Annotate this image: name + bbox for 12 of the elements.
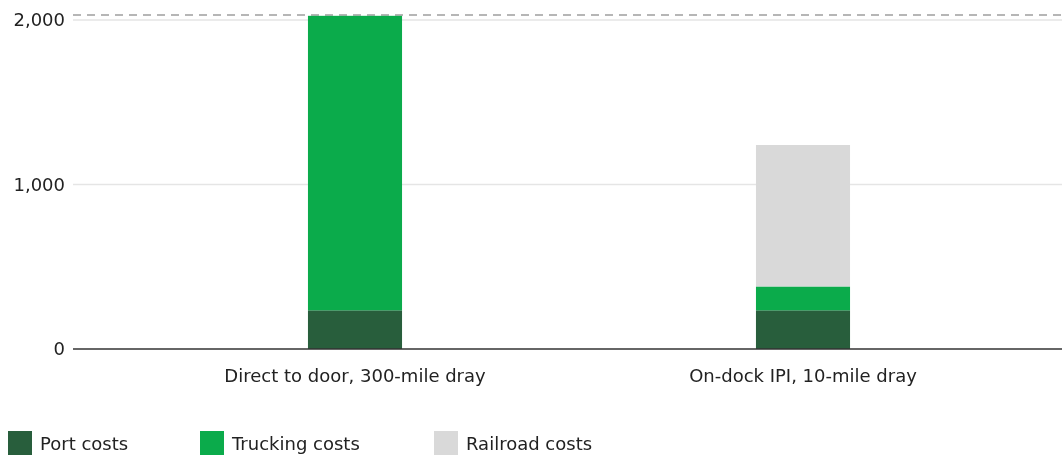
bar bbox=[307, 15, 403, 311]
legend-label: Port costs bbox=[40, 433, 129, 454]
y-tick-label: 1,000 bbox=[13, 173, 65, 195]
y-tick-label: 2,000 bbox=[13, 9, 65, 31]
x-tick-label: On-dock IPI, 10-mile dray bbox=[689, 365, 918, 386]
bar bbox=[307, 310, 403, 349]
bar bbox=[755, 286, 851, 311]
legend-label: Railroad costs bbox=[466, 433, 593, 454]
bar bbox=[755, 310, 851, 349]
legend-label: Trucking costs bbox=[231, 433, 360, 454]
x-tick-label: Direct to door, 300-mile dray bbox=[224, 365, 487, 386]
y-tick-label: 0 bbox=[53, 338, 65, 360]
